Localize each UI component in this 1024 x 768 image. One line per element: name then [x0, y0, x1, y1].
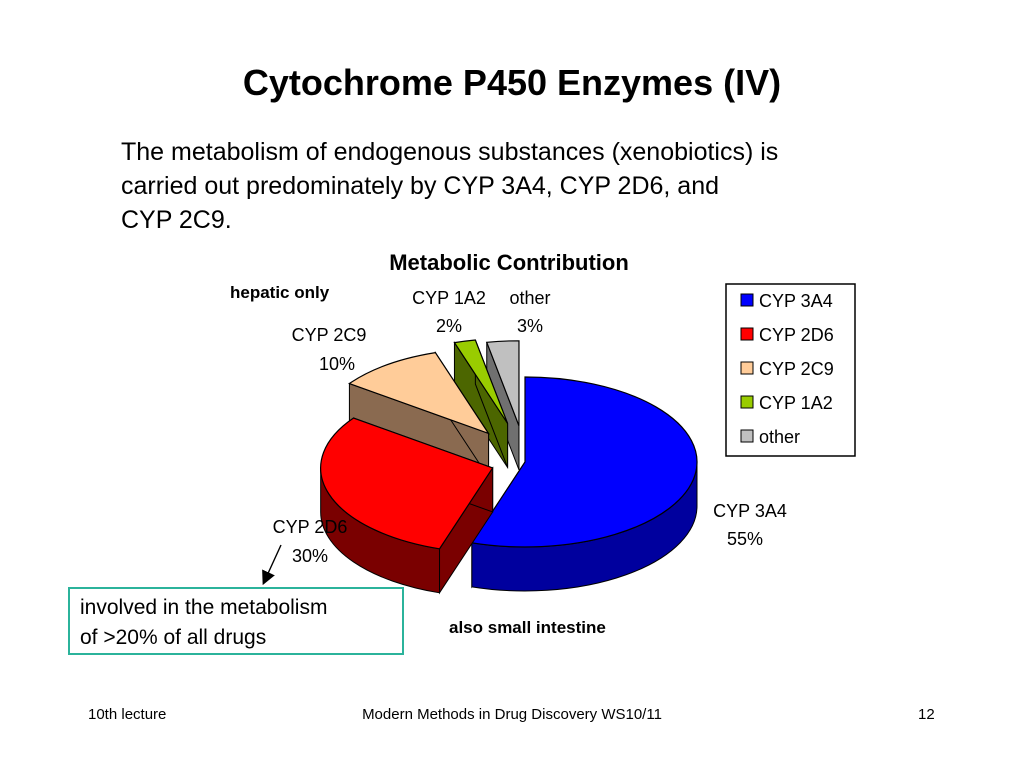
slice-value-cyp-3a4: 55%	[727, 529, 763, 549]
legend-label: CYP 2D6	[759, 325, 834, 345]
slice-value-cyp-2d6: 30%	[292, 546, 328, 566]
legend-label: CYP 2C9	[759, 359, 834, 379]
legend-swatch	[740, 293, 754, 307]
annotation-hepatic-only: hepatic only	[230, 283, 330, 302]
slice-label-cyp-2d6: CYP 2D6	[273, 517, 348, 537]
intro-line: The metabolism of endogenous substances …	[121, 138, 779, 166]
slice-label-cyp-2c9: CYP 2C9	[292, 325, 367, 345]
callout-line: of >20% of all drugs	[80, 626, 267, 649]
slice-label-other: other	[509, 288, 550, 308]
legend-label: other	[759, 427, 800, 447]
slide-title: Cytochrome P450 Enzymes (IV)	[242, 62, 782, 103]
legend-swatch	[740, 361, 754, 375]
legend-label: CYP 3A4	[759, 291, 833, 311]
slice-value-cyp-2c9: 10%	[319, 354, 355, 374]
intro-line: CYP 2C9.	[121, 206, 232, 234]
pie-slice-cyp-2d6	[320, 417, 494, 595]
footer-lecture: 10th lecture	[88, 706, 167, 723]
pie-slice-other	[485, 340, 520, 470]
slice-labels: CYP 3A4 55% CYP 2D6 30% CYP 2C9 10% CYP 1A2 2% o…	[273, 288, 787, 566]
intro-line: carried out predominately by CYP 3A4, CY…	[121, 172, 720, 200]
slice-value-cyp-1a2: 2%	[436, 316, 462, 336]
footer-page-number: 12	[918, 706, 935, 723]
slice-label-cyp-1a2: CYP 1A2	[412, 288, 486, 308]
callout-line: involved in the metabolism	[80, 596, 328, 619]
legend-item-cyp-3a4: CYP 3A4	[740, 291, 833, 311]
legend-item-cyp-2c9: CYP 2C9	[740, 359, 834, 379]
slice-label-cyp-3a4: CYP 3A4	[713, 501, 787, 521]
slice-value-other: 3%	[517, 316, 543, 336]
pie-layer	[320, 339, 698, 595]
callout-box: involved in the metabolism of >20% of al…	[68, 587, 404, 655]
intro-text: The metabolism of endogenous substances …	[121, 135, 911, 237]
legend-item-cyp-1a2: CYP 1A2	[740, 393, 833, 413]
chart-legend: CYP 3A4 CYP 2D6 CYP 2C9 CYP 1A2 other	[725, 283, 856, 457]
legend-swatch	[740, 327, 754, 341]
pie-slice-cyp-1a2	[453, 339, 509, 470]
callout-arrow	[262, 544, 282, 586]
footer-course: Modern Methods in Drug Discovery WS10/11	[362, 706, 662, 723]
chart-title: Metabolic Contribution	[389, 250, 629, 275]
legend-swatch	[740, 395, 754, 409]
annotation-small-intestine: also small intestine	[449, 618, 606, 637]
legend-item-cyp-2d6: CYP 2D6	[740, 325, 834, 345]
legend-label: CYP 1A2	[759, 393, 833, 413]
legend-item-other: other	[740, 427, 800, 447]
legend-swatch	[740, 429, 754, 443]
